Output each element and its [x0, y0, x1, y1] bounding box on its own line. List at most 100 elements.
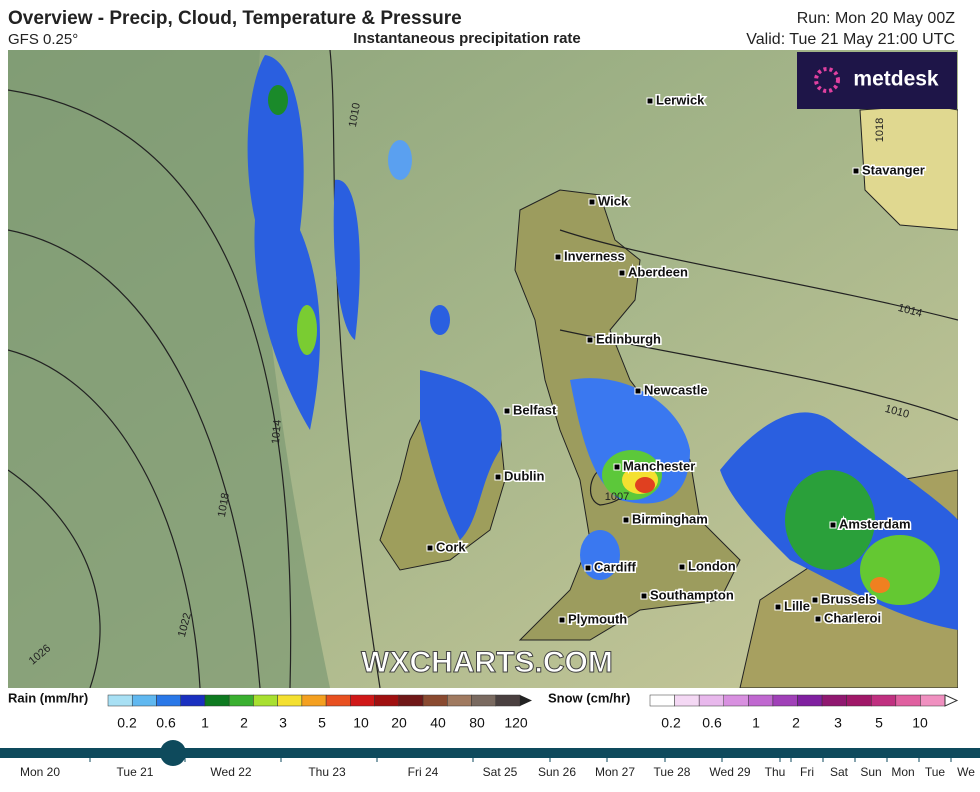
rain-arrow: [520, 695, 532, 706]
city-label: Lille: [784, 598, 810, 613]
rain-tick-label: 0.2: [117, 715, 137, 731]
rain-swatch: [253, 694, 278, 707]
city-marker: [494, 473, 502, 481]
timeline-day[interactable]: Sat: [830, 765, 849, 779]
timeline-day[interactable]: Tue: [925, 765, 946, 779]
snow-tick-label: 1: [752, 715, 760, 731]
city-marker: [634, 387, 642, 395]
logo: metdesk: [797, 52, 957, 109]
valid: Valid: Tue 21 May 21:00 UTC: [746, 31, 955, 48]
rain-swatch: [301, 694, 327, 707]
cloud-area: [8, 50, 330, 688]
city-label: Stavanger: [862, 162, 925, 177]
city-label: Dublin: [504, 468, 544, 483]
snow-swatch: [649, 694, 675, 707]
rain-swatch: [277, 694, 303, 707]
rain-swatch: [495, 694, 521, 707]
city-marker: [811, 596, 819, 604]
snow-swatch: [871, 694, 897, 707]
city-label: Manchester: [623, 458, 695, 473]
isobar-label: 1018: [216, 492, 232, 518]
rain-tick-label: 80: [469, 715, 485, 731]
timeline-day[interactable]: Mon 27: [595, 765, 635, 779]
snow-swatch: [723, 694, 749, 707]
rain-swatch: [447, 694, 472, 707]
timeline-day[interactable]: Sun: [860, 765, 881, 779]
rain-tick-label: 1: [201, 715, 209, 731]
city-marker: [640, 592, 648, 600]
rain-swatch: [325, 694, 351, 707]
snow-swatch: [846, 694, 872, 707]
rain-swatch: [398, 694, 424, 707]
timeline-track: [0, 748, 980, 758]
city-label: Inverness: [564, 248, 625, 263]
city-label: Brussels: [821, 591, 876, 606]
timeline-day[interactable]: Tue 21: [117, 765, 154, 779]
city-marker: [613, 463, 621, 471]
city-label: Amsterdam: [839, 516, 911, 531]
city-label: Belfast: [513, 402, 557, 417]
timeline-day[interactable]: Wed 22: [210, 765, 251, 779]
snow-swatch: [821, 694, 847, 707]
subtitle: Instantaneous precipitation rate: [353, 30, 581, 47]
rain-tick-label: 20: [391, 715, 407, 731]
timeline-handle[interactable]: [160, 740, 186, 766]
city-label: Cork: [436, 539, 466, 554]
timeline-day[interactable]: Wed 29: [709, 765, 750, 779]
city-label: Aberdeen: [628, 264, 688, 279]
isobars: [8, 50, 958, 688]
timeline-day[interactable]: We: [957, 765, 975, 779]
city-marker: [646, 97, 654, 105]
snow-arrow: [944, 694, 959, 707]
rain-swatch: [107, 694, 133, 707]
rain-tick-label: 2: [240, 715, 248, 731]
city-marker: [584, 564, 592, 572]
timeline-day[interactable]: Tue 28: [654, 765, 691, 779]
snow-tick-label: 10: [912, 715, 928, 731]
city-marker: [829, 521, 837, 529]
city-marker: [586, 336, 594, 344]
city-label: London: [688, 558, 736, 573]
city-marker: [558, 616, 566, 624]
city-marker: [622, 516, 630, 524]
rain-tick-label: 10: [353, 715, 369, 731]
snow-tick-label: 0.6: [702, 715, 722, 731]
timeline-day[interactable]: Thu 23: [308, 765, 346, 779]
city-label: Lerwick: [656, 92, 705, 107]
snow-tick-label: 0.2: [661, 715, 681, 731]
city-label: Cardiff: [594, 559, 637, 574]
snow-swatch: [698, 694, 725, 707]
rain-swatch: [180, 694, 206, 707]
timeline-day[interactable]: Fri 24: [408, 765, 439, 779]
precipitation: [247, 55, 958, 630]
timeline-day[interactable]: Sat 25: [483, 765, 518, 779]
city-marker: [503, 407, 511, 415]
map: [8, 50, 958, 688]
timeline-day[interactable]: Mon 20: [20, 765, 60, 779]
snow-tick-label: 5: [875, 715, 883, 731]
timeline-day[interactable]: Sun 26: [538, 765, 576, 779]
timeline-day[interactable]: Fri: [800, 765, 814, 779]
city-label: Plymouth: [568, 611, 627, 626]
watermark: WXCHARTS.COM: [361, 646, 613, 679]
rain-swatch: [471, 694, 497, 707]
city-marker: [774, 603, 782, 611]
city-marker: [814, 615, 822, 623]
title: Overview - Precip, Cloud, Temperature & …: [8, 8, 462, 29]
isobar-label: 1014: [270, 419, 284, 444]
logo-text: metdesk: [853, 68, 939, 91]
rain-tick-label: 0.6: [156, 715, 176, 731]
rain-swatch: [131, 694, 157, 707]
city-marker: [554, 253, 562, 261]
isobar-label: 1007: [605, 491, 629, 503]
timeline-day[interactable]: Thu: [765, 765, 786, 779]
snow-swatch: [772, 694, 798, 707]
snow-swatch: [674, 694, 700, 707]
snow-swatch: [895, 694, 921, 707]
timeline-day[interactable]: Mon: [891, 765, 914, 779]
rain-swatch: [204, 694, 230, 707]
city-label: Southampton: [650, 587, 734, 602]
rain-legend-label: Rain (mm/hr): [8, 690, 88, 705]
run: Run: Mon 20 May 00Z: [797, 10, 956, 27]
